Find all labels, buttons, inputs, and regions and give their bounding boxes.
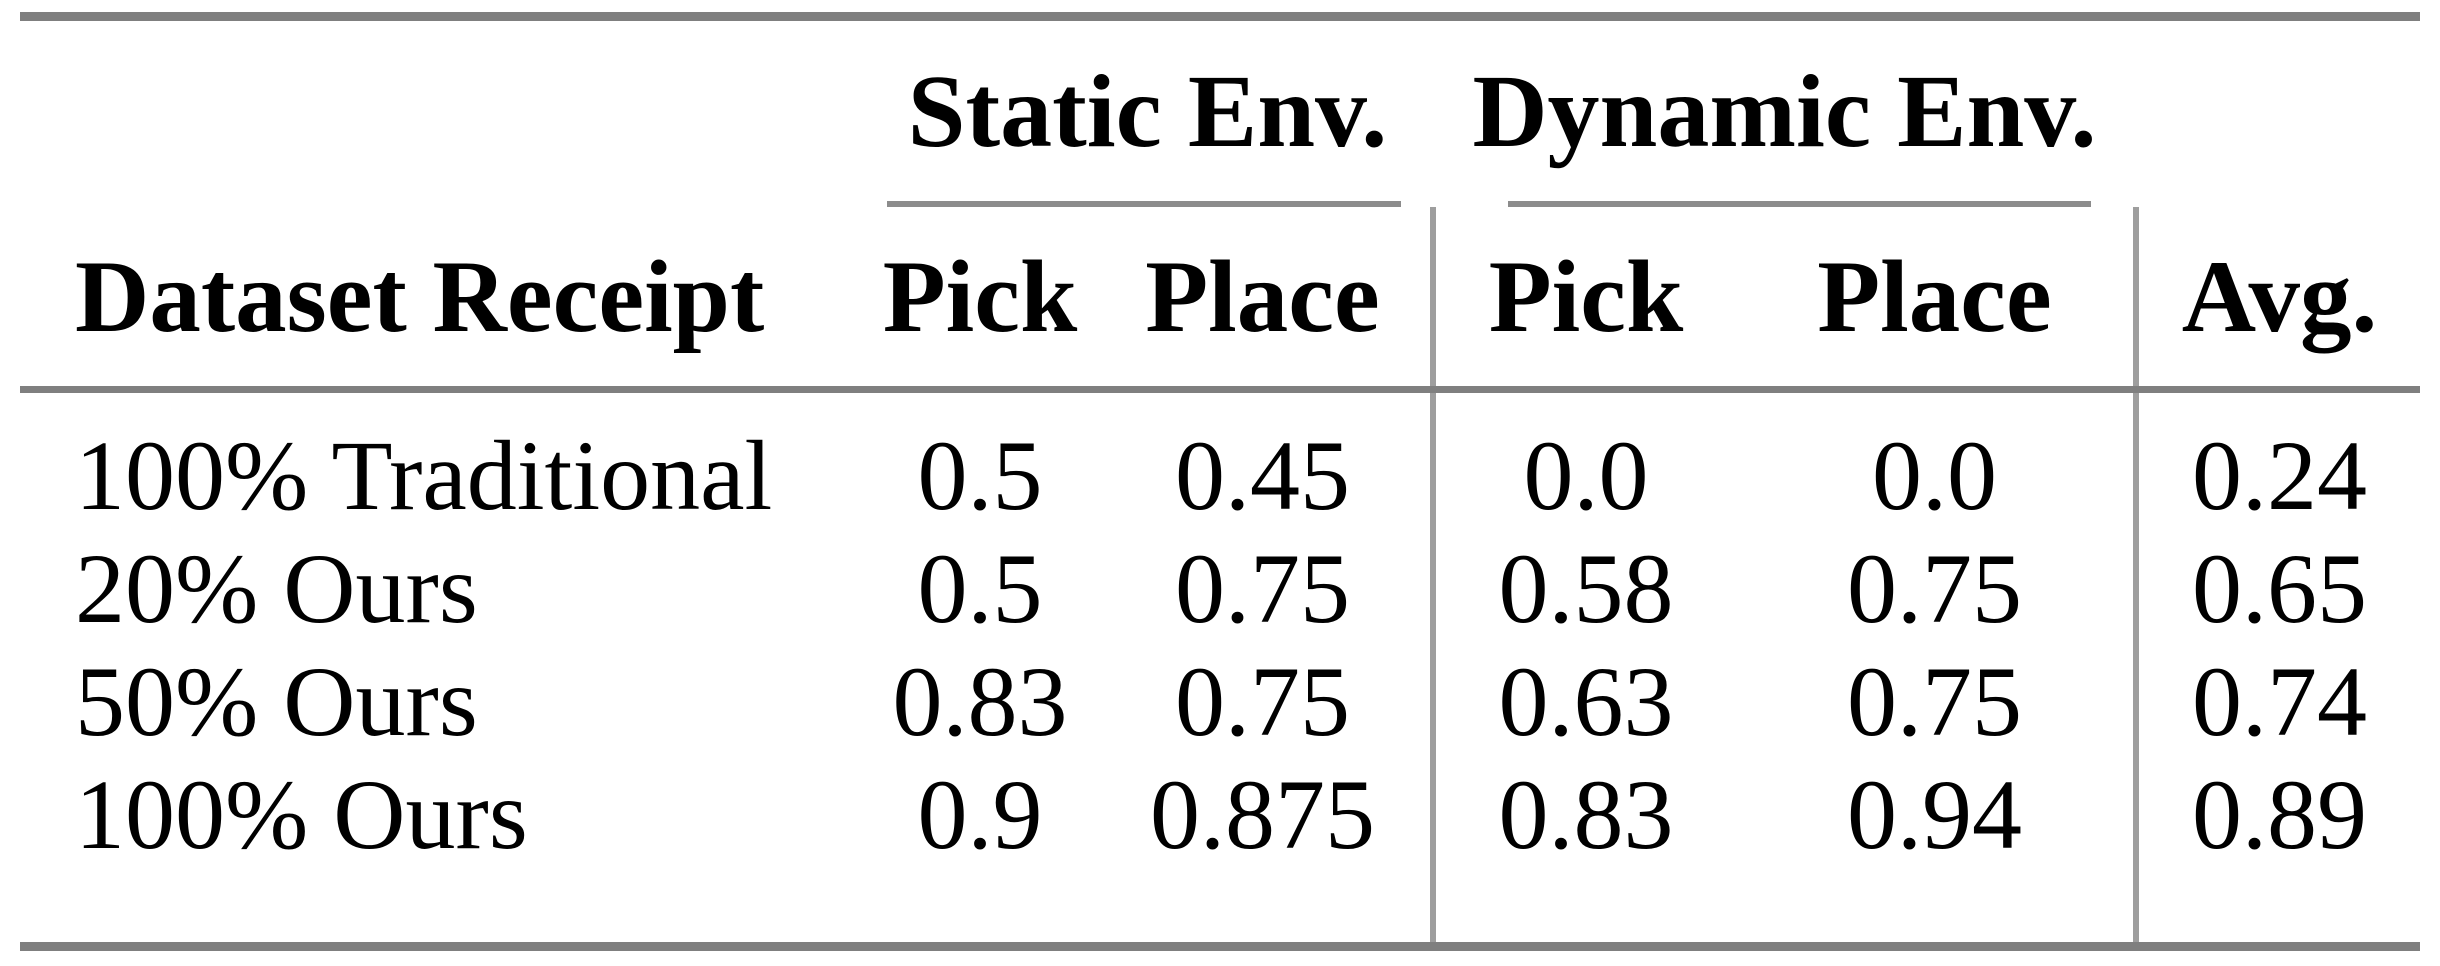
column-group-static-env: Static Env. xyxy=(907,53,1388,169)
vertical-rule-before-avg xyxy=(2133,207,2139,942)
vertical-rule-static-dynamic xyxy=(1430,207,1436,942)
table-cell: 0.0 xyxy=(1872,420,1997,531)
table-cell: 0.75 xyxy=(1847,533,2022,644)
column-header-dataset-receipt: Dataset Receipt xyxy=(75,239,765,354)
table-cell: 0.75 xyxy=(1175,533,1350,644)
bottom-rule xyxy=(20,942,2420,951)
table-cell: 0.83 xyxy=(892,646,1068,757)
row-label: 100% Ours xyxy=(75,759,528,870)
table-cell: 0.75 xyxy=(1175,646,1350,757)
table-cell: 0.45 xyxy=(1175,420,1350,531)
column-header-dynamic-place: Place xyxy=(1817,239,2052,354)
table-cell: 0.63 xyxy=(1498,646,1674,757)
table-cell: 0.94 xyxy=(1847,759,2022,870)
top-rule xyxy=(20,12,2420,21)
table-cell: 0.65 xyxy=(2192,533,2367,644)
results-table: Static Env. Dynamic Env. Dataset Receipt… xyxy=(20,12,2420,951)
table-cell: 0.75 xyxy=(1847,646,2022,757)
table-cell: 0.74 xyxy=(2192,646,2367,757)
table-cell: 0.5 xyxy=(917,420,1043,531)
table-cell: 0.9 xyxy=(917,759,1043,870)
column-header-static-pick: Pick xyxy=(882,239,1078,354)
table-cell: 0.83 xyxy=(1498,759,1674,870)
table-cell: 0.0 xyxy=(1523,420,1649,531)
column-header-dynamic-pick: Pick xyxy=(1488,239,1684,354)
table-cell: 0.58 xyxy=(1498,533,1674,644)
row-label: 100% Traditional xyxy=(75,420,773,531)
column-header-static-place: Place xyxy=(1145,239,1380,354)
header-rule xyxy=(20,386,2420,393)
column-group-dynamic-env: Dynamic Env. xyxy=(1472,53,2097,169)
row-label: 50% Ours xyxy=(75,646,478,757)
column-header-avg: Avg. xyxy=(2181,239,2378,354)
table-cell: 0.875 xyxy=(1150,759,1375,870)
cmidrule-dynamic-env xyxy=(1508,201,2091,207)
row-label: 20% Ours xyxy=(75,533,478,644)
table-cell: 0.5 xyxy=(917,533,1043,644)
cmidrule-static-env xyxy=(887,201,1401,207)
table-cell: 0.24 xyxy=(2192,420,2367,531)
table-cell: 0.89 xyxy=(2192,759,2367,870)
